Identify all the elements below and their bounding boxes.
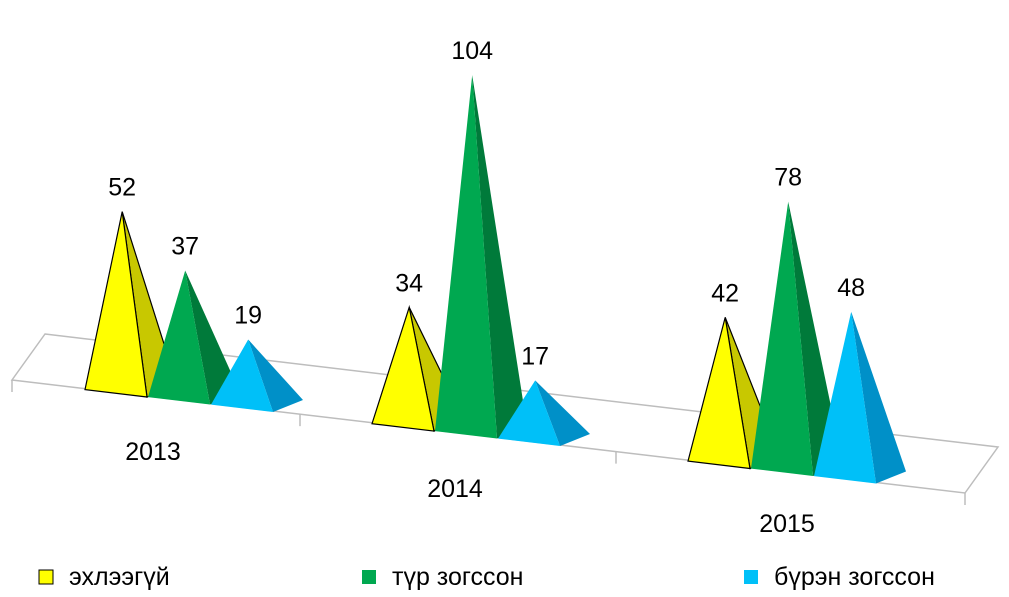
legend-item-1: эхлээгүй [38,563,170,591]
pyramid-front-face [751,201,813,476]
legend-label: түр зогссон [392,563,523,591]
pyramid-side-face [535,380,590,446]
pyramid-2014-3 [498,380,590,446]
pyramid-front-face [435,75,497,439]
pyramid-front-face [211,339,273,412]
chart-marks [84,75,906,484]
pyramid-2015-2 [751,201,843,476]
data-label: 19 [234,302,262,330]
pyramid-2013-2 [148,270,240,405]
pyramid-side-face [185,270,240,405]
data-label: 104 [451,37,493,65]
data-label: 17 [521,342,549,370]
legend-swatch [38,569,54,585]
chart-labels: 52 37 19 2013 34 104 17 2014 42 78 48 2015 [108,37,865,538]
category-label: 2013 [125,438,181,466]
pyramid-2015-3 [814,311,906,484]
pyramid-side-face [788,201,843,476]
pyramid-front-face [498,380,560,446]
pyramid-front-face [687,317,751,470]
legend-label: бүрэн зогссон [774,563,935,591]
pyramid-side-face [472,75,527,439]
legend-item-3: бүрэн зогссон [744,563,935,591]
legend-swatch [744,570,758,584]
pyramid-2013-3 [211,339,303,412]
data-label: 34 [395,269,423,297]
category-label: 2015 [759,510,815,538]
data-label: 78 [774,164,802,192]
pyramid-side-face [851,311,906,484]
pyramid-front-face [148,270,210,405]
pyramid-2014-2 [435,75,527,439]
legend-item-2: түр зогссон [362,563,523,591]
legend-swatch [362,570,376,584]
data-label: 52 [108,174,136,202]
chart-legend: эхлээгүй түр зогссон бүрэн зогссон [38,563,935,591]
pyramid-front-face [84,211,148,398]
pyramid-front-face [814,311,876,484]
data-label: 42 [711,279,739,307]
pyramid-side-face [248,339,303,412]
category-label: 2014 [427,475,483,503]
data-label: 48 [837,274,865,302]
legend-label: эхлээгүй [69,563,170,591]
pyramid-front-face [371,304,435,432]
data-label: 37 [171,232,199,260]
